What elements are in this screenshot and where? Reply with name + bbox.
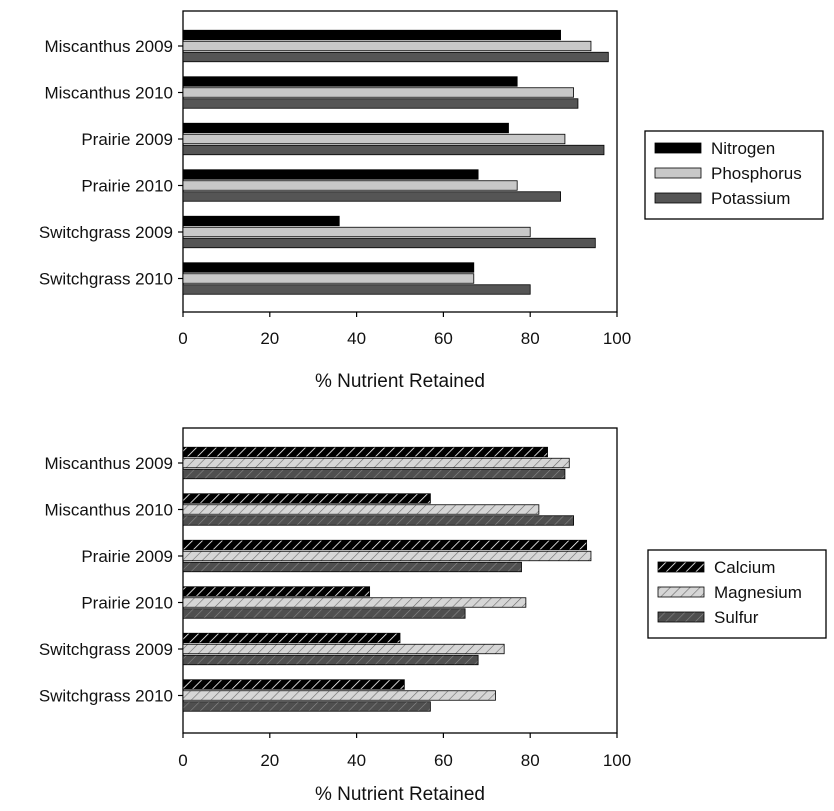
bar-miscanthus-2010-phosphorus — [182, 87, 575, 98]
x-tick-label: 80 — [521, 329, 540, 348]
x-tick-label: 100 — [603, 751, 631, 770]
bar-prairie-2010-magnesium — [182, 597, 527, 608]
bar-prairie-2010-potassium — [182, 191, 561, 202]
y-tick-label: Prairie 2010 — [81, 177, 173, 196]
x-axis-label: % Nutrient Retained — [315, 784, 485, 805]
bar-switchgrass-2010-phosphorus — [182, 273, 475, 284]
legend: Nitrogen Phosphorus Potassium — [644, 130, 824, 220]
chart-panel-2: Miscanthus 2009 Miscanthus 2010 Prairie 20… — [39, 427, 827, 805]
y-tick-label: Switchgrass 2009 — [39, 223, 173, 242]
x-tick-label: 20 — [260, 751, 279, 770]
legend-label-magnesium: Magnesium — [714, 583, 802, 602]
legend-swatch-sulfur — [657, 611, 705, 623]
y-tick-label: Prairie 2009 — [81, 547, 173, 566]
bar-switchgrass-2010-sulfur — [182, 701, 431, 712]
bar-switchgrass-2009-phosphorus — [182, 226, 531, 238]
legend-swatch-phosphorus — [654, 167, 702, 179]
x-tick-label: 40 — [347, 329, 366, 348]
y-tick-label: Prairie 2009 — [81, 130, 173, 149]
bar-switchgrass-2009-calcium — [182, 632, 401, 644]
y-tick-label: Switchgrass 2009 — [39, 640, 173, 659]
bar-miscanthus-2010-calcium — [182, 493, 431, 504]
bar-miscanthus-2009-nitrogen — [182, 29, 561, 41]
legend-label-calcium: Calcium — [714, 558, 775, 577]
bar-miscanthus-2010-potassium — [182, 98, 579, 109]
bar-switchgrass-2010-potassium — [182, 284, 531, 295]
bar-switchgrass-2010-nitrogen — [182, 262, 475, 273]
x-axis-label: % Nutrient Retained — [315, 371, 485, 392]
x-tick-label: 60 — [434, 751, 453, 770]
bar-switchgrass-2009-magnesium — [182, 643, 505, 655]
x-tick-label: 0 — [178, 329, 187, 348]
bar-switchgrass-2009-sulfur — [182, 654, 479, 666]
plot-frame — [182, 427, 618, 734]
bar-miscanthus-2009-magnesium — [182, 457, 570, 469]
bar-switchgrass-2009-potassium — [182, 237, 596, 249]
bar-miscanthus-2009-potassium — [182, 51, 609, 63]
chart-panel-1: Miscanthus 2009 Miscanthus 2010 Prairie 20… — [39, 10, 824, 392]
x-tick-label: 20 — [260, 329, 279, 348]
y-tick-label: Prairie 2010 — [81, 594, 173, 613]
bar-miscanthus-2009-calcium — [182, 446, 548, 458]
legend-label-potassium: Potassium — [711, 189, 790, 208]
x-tick-label: 60 — [434, 329, 453, 348]
legend: Calcium Magnesium Sulfur — [647, 549, 827, 639]
y-tick-label: Switchgrass 2010 — [39, 270, 173, 289]
bar-miscanthus-2010-magnesium — [182, 504, 540, 515]
legend-label-nitrogen: Nitrogen — [711, 139, 775, 158]
bar-switchgrass-2010-magnesium — [182, 690, 496, 701]
bar-prairie-2010-sulfur — [182, 608, 466, 619]
bar-switchgrass-2010-calcium — [182, 679, 405, 690]
bar-miscanthus-2010-nitrogen — [182, 76, 518, 87]
plot-frame — [182, 10, 618, 313]
y-tick-label: Switchgrass 2010 — [39, 687, 173, 706]
x-tick-label: 80 — [521, 751, 540, 770]
bar-prairie-2009-sulfur — [182, 561, 522, 573]
legend-swatch-potassium — [654, 192, 702, 204]
bar-miscanthus-2009-phosphorus — [182, 40, 592, 52]
bar-miscanthus-2009-sulfur — [182, 468, 566, 480]
bar-prairie-2009-calcium — [182, 539, 588, 551]
legend-label-sulfur: Sulfur — [714, 608, 759, 627]
y-tick-label: Miscanthus 2010 — [44, 501, 173, 520]
y-tick-label: Miscanthus 2009 — [44, 454, 173, 473]
legend-swatch-magnesium — [657, 586, 705, 598]
bar-prairie-2009-phosphorus — [182, 133, 566, 145]
x-tick-label: 100 — [603, 329, 631, 348]
legend-label-phosphorus: Phosphorus — [711, 164, 802, 183]
bar-prairie-2010-nitrogen — [182, 169, 479, 180]
y-tick-label: Miscanthus 2009 — [44, 37, 173, 56]
bar-prairie-2009-magnesium — [182, 550, 592, 562]
bar-prairie-2009-potassium — [182, 144, 605, 156]
bar-miscanthus-2010-sulfur — [182, 515, 575, 526]
legend-swatch-nitrogen — [654, 142, 702, 154]
bar-prairie-2010-calcium — [182, 586, 371, 597]
bar-switchgrass-2009-nitrogen — [182, 215, 340, 227]
bar-prairie-2009-nitrogen — [182, 122, 509, 134]
legend-swatch-calcium — [657, 561, 705, 573]
x-tick-label: 0 — [178, 751, 187, 770]
bar-prairie-2010-phosphorus — [182, 180, 518, 191]
y-tick-label: Miscanthus 2010 — [44, 84, 173, 103]
x-tick-label: 40 — [347, 751, 366, 770]
